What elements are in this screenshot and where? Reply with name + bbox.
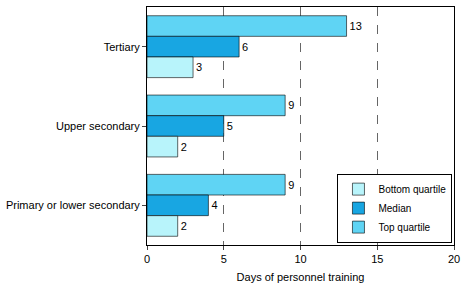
svg-text:Median: Median bbox=[378, 203, 411, 214]
svg-text:Top quartile: Top quartile bbox=[378, 222, 430, 233]
svg-text:2: 2 bbox=[181, 220, 187, 232]
svg-text:0: 0 bbox=[144, 253, 150, 265]
svg-text:9: 9 bbox=[288, 99, 294, 111]
svg-text:10: 10 bbox=[294, 253, 306, 265]
svg-text:Bottom quartile: Bottom quartile bbox=[378, 184, 446, 195]
svg-text:15: 15 bbox=[371, 253, 383, 265]
svg-text:20: 20 bbox=[448, 253, 460, 265]
svg-text:5: 5 bbox=[221, 253, 227, 265]
svg-text:6: 6 bbox=[242, 41, 248, 53]
svg-text:Tertiary: Tertiary bbox=[104, 41, 141, 53]
svg-text:3: 3 bbox=[196, 61, 202, 73]
svg-text:9: 9 bbox=[288, 179, 294, 191]
svg-text:2: 2 bbox=[181, 141, 187, 153]
svg-text:5: 5 bbox=[227, 120, 233, 132]
svg-text:Upper secondary: Upper secondary bbox=[56, 120, 140, 132]
svg-text:4: 4 bbox=[211, 199, 217, 211]
svg-text:13: 13 bbox=[350, 20, 362, 32]
svg-text:Days of personnel training: Days of personnel training bbox=[237, 271, 365, 283]
svg-text:Primary or lower secondary: Primary or lower secondary bbox=[6, 199, 140, 211]
